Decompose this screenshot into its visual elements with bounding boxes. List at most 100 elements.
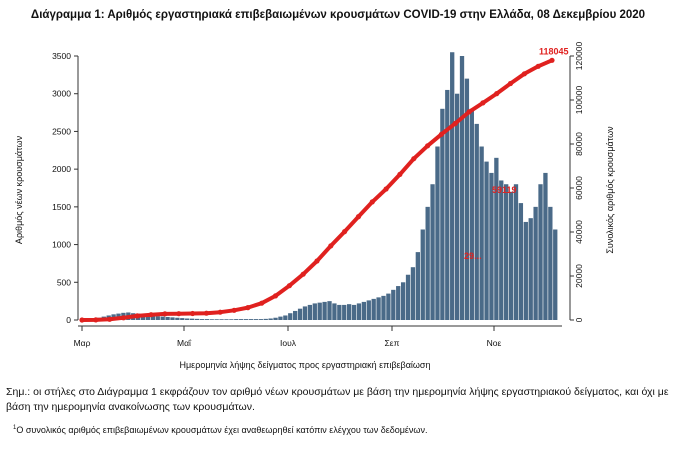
bar (410, 267, 416, 320)
bar (258, 319, 263, 320)
bar (543, 172, 548, 320)
bar (204, 319, 209, 320)
bar (425, 206, 430, 320)
cumulative-point (231, 307, 237, 313)
cumulative-point (203, 310, 209, 316)
cumulative-point (120, 315, 127, 321)
bar (553, 229, 558, 320)
bar (155, 316, 160, 320)
bar (145, 314, 151, 320)
cumulative-point (507, 80, 514, 87)
bar (165, 316, 170, 320)
y2-tick-label: 20000 (574, 264, 584, 288)
bar (253, 319, 259, 320)
cumulative-point (342, 229, 348, 235)
y-tick-label: 0 (66, 315, 71, 325)
cumulative-point (411, 156, 417, 162)
bar (450, 52, 455, 320)
bar (415, 252, 420, 320)
bar (302, 306, 308, 320)
cumulative-point (217, 309, 223, 315)
bar (464, 78, 470, 320)
cumulative-point (397, 171, 403, 177)
y-tick-label: 500 (57, 277, 71, 287)
cumulative-point (190, 310, 196, 317)
bar (386, 293, 391, 320)
bar (180, 318, 185, 320)
cumulative-point (300, 271, 306, 277)
x-tick-label: Νοε (487, 338, 502, 348)
bar (494, 157, 499, 320)
cumulative-point (272, 293, 279, 299)
bar (278, 316, 283, 320)
cumulative-point (245, 305, 251, 311)
bar (234, 319, 239, 320)
bar (189, 318, 195, 320)
y2-tick-label: 100000 (574, 86, 584, 115)
cumulative-point (148, 312, 154, 318)
y-axis-label: Αριθμός νέων κρουσμάτων (14, 135, 24, 244)
x-tick-label: Σεπ (385, 338, 400, 348)
y2-tick-label: 40000 (574, 220, 584, 244)
bar (239, 319, 244, 320)
bar (459, 56, 465, 320)
cumulative-point (79, 317, 85, 323)
cumulative-point (134, 313, 140, 319)
bar (317, 302, 322, 320)
bar (150, 315, 156, 320)
x-tick-label: Μαΐ (177, 338, 192, 348)
bar (297, 308, 303, 320)
cumulative-point (259, 300, 265, 306)
bar (356, 303, 362, 320)
cumulative-point (355, 214, 362, 220)
cumulative-point (494, 91, 500, 97)
cumulative-point (521, 71, 528, 77)
bar (175, 317, 180, 320)
y-tick-label: 1000 (52, 240, 71, 250)
bar (322, 301, 327, 320)
bar (484, 161, 489, 320)
y-tick-label: 2000 (52, 164, 71, 174)
cumulative-point (425, 143, 431, 149)
footnote-marker: 1 (13, 425, 17, 431)
bar (283, 315, 288, 320)
y2-tick-label: 0 (574, 317, 584, 322)
footnote-text: Ο συνολικός αριθμός επιβεβαιωμένων κρουσ… (16, 425, 428, 435)
data-label-low: 29... (464, 251, 482, 261)
y2-axis-label: Συνολικός αριθμός κρουσμάτων (605, 126, 615, 254)
cumulative-point (383, 186, 389, 192)
bar (263, 318, 268, 320)
bar (528, 218, 533, 320)
bar (312, 303, 317, 320)
bar (396, 286, 401, 320)
bar (381, 295, 386, 320)
bar (273, 317, 278, 320)
bar (185, 318, 190, 320)
bar (214, 319, 219, 320)
bar (445, 89, 450, 320)
bar (224, 319, 229, 320)
chart-title: Διάγραμμα 1: Αριθμός εργαστηριακά επιβεβ… (30, 9, 646, 21)
bar (405, 274, 411, 320)
bar (504, 184, 509, 320)
cumulative-point (93, 317, 99, 323)
bar (307, 304, 313, 320)
bar (366, 300, 371, 320)
x-tick-label: Ιουλ (280, 338, 297, 348)
y2-tick-label: 60000 (574, 176, 584, 200)
cumulative-point (176, 311, 182, 317)
cumulative-point (549, 57, 555, 63)
bar (400, 282, 406, 320)
bar (327, 301, 332, 320)
bar (160, 316, 165, 320)
bar (361, 301, 367, 320)
x-tick-label: Μαρ (74, 338, 91, 348)
cumulative-point (162, 311, 168, 317)
bar (548, 206, 553, 320)
cumulative-point (328, 243, 334, 249)
bar (513, 184, 519, 320)
bar (268, 318, 273, 320)
bar (420, 229, 425, 320)
cumulative-point (535, 63, 541, 69)
bar (288, 313, 293, 320)
